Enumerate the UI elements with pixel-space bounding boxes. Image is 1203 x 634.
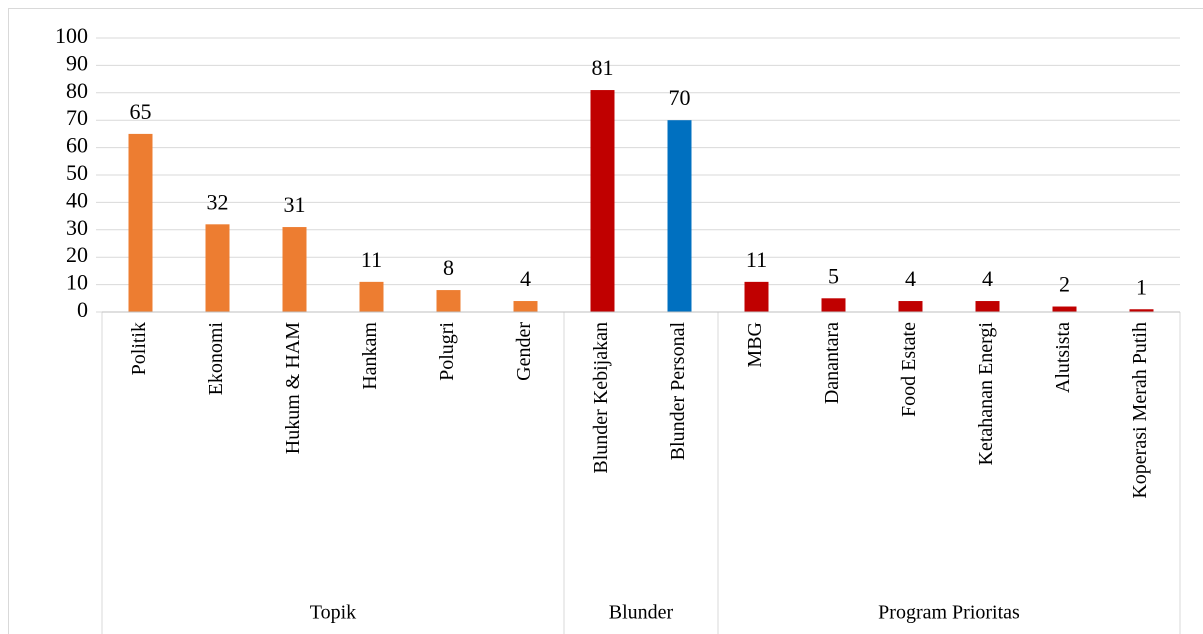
x-tick-label: Danantara <box>821 322 843 404</box>
chart-border <box>8 8 1203 634</box>
x-tick-label: Blunder Kebijakan <box>590 322 612 474</box>
x-tick-label: Food Estate <box>898 322 920 417</box>
x-tick-label: MBG <box>744 322 766 368</box>
y-tick-label: 0 <box>77 297 88 322</box>
bar <box>282 227 307 312</box>
data-label: 4 <box>905 266 916 291</box>
y-tick-label: 70 <box>66 105 88 130</box>
bar <box>667 120 692 312</box>
x-tick-label: Blunder Personal <box>667 322 689 461</box>
y-tick-label: 80 <box>66 78 88 103</box>
bar <box>359 281 384 312</box>
data-label: 11 <box>361 247 382 272</box>
bar <box>1052 306 1077 312</box>
data-label: 4 <box>982 266 993 291</box>
data-label: 32 <box>207 189 229 214</box>
group-label: Topik <box>310 602 356 624</box>
bar <box>975 301 1000 312</box>
y-tick-label: 20 <box>66 242 88 267</box>
x-tick-label: Koperasi Merah Putih <box>1129 322 1151 499</box>
bar <box>821 298 846 312</box>
data-label: 5 <box>828 263 839 288</box>
data-label: 4 <box>520 266 531 291</box>
data-label: 1 <box>1136 274 1147 299</box>
bar <box>513 301 538 312</box>
data-label: 65 <box>130 99 152 124</box>
bar <box>1129 309 1154 312</box>
x-tick-label: Hankam <box>359 322 381 390</box>
data-label: 81 <box>592 55 614 80</box>
x-tick-label: Alutsista <box>1052 322 1074 393</box>
y-tick-label: 50 <box>66 160 88 185</box>
data-label: 70 <box>669 85 691 110</box>
y-tick-label: 100 <box>55 23 88 48</box>
y-tick-label: 60 <box>66 133 88 158</box>
x-tick-label: Politik <box>128 322 150 375</box>
bar <box>205 224 230 312</box>
data-label: 31 <box>284 192 306 217</box>
y-tick-label: 90 <box>66 50 88 75</box>
data-label: 11 <box>746 247 767 272</box>
bar <box>128 133 153 312</box>
x-tick-label: Gender <box>513 322 535 381</box>
data-label: 2 <box>1059 272 1070 297</box>
group-label: Program Prioritas <box>878 602 1020 624</box>
x-tick-label: Ketahanan Energi <box>975 322 997 466</box>
x-tick-label: Polugri <box>436 322 458 381</box>
x-tick-label: Ekonomi <box>205 322 227 396</box>
bar <box>744 281 769 312</box>
x-tick-label: Hukum & HAM <box>282 322 304 454</box>
bar <box>898 301 923 312</box>
bar <box>590 90 615 312</box>
y-tick-label: 30 <box>66 215 88 240</box>
y-tick-label: 40 <box>66 187 88 212</box>
group-label: Blunder <box>609 602 674 624</box>
y-tick-label: 10 <box>66 270 88 295</box>
data-label: 8 <box>443 255 454 280</box>
bar <box>436 290 461 312</box>
